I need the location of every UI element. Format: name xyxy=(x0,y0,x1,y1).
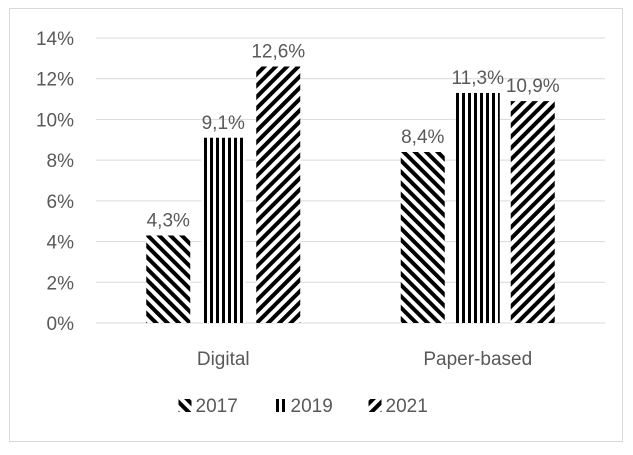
y-tick-label: 6% xyxy=(47,192,75,213)
legend-swatch-2019 xyxy=(273,399,287,412)
data-label: 12,6% xyxy=(251,42,305,63)
y-tick-label: 10% xyxy=(36,110,74,131)
x-axis-category-labels: Digital Paper-based xyxy=(197,349,532,370)
legend-swatch-2021 xyxy=(368,399,382,412)
y-tick-label: 8% xyxy=(47,151,75,172)
legend-label-2019: 2019 xyxy=(291,396,333,417)
bar-2017-digital xyxy=(146,235,191,323)
data-label: 4,3% xyxy=(147,210,190,231)
bar-2021-paper-based xyxy=(510,101,555,323)
y-tick-label: 2% xyxy=(47,273,75,294)
data-label: 11,3% xyxy=(452,68,505,89)
legend-label-2017: 2017 xyxy=(196,396,238,417)
legend: 2017 2019 2021 xyxy=(178,396,428,417)
y-tick-label: 4% xyxy=(47,233,75,254)
data-label: 10,9% xyxy=(506,76,560,97)
y-tick-label: 0% xyxy=(47,314,75,335)
data-label: 9,1% xyxy=(202,113,245,134)
chart-frame xyxy=(9,8,623,442)
y-axis-tick-labels: 0% 2% 4% 6% 8% 10% 12% 14% xyxy=(36,29,74,335)
x-category-label: Paper-based xyxy=(423,349,532,370)
bar-2019-digital xyxy=(201,137,246,323)
data-labels: 4,3% 9,1% 12,6% 8,4% 11,3% 10,9% xyxy=(147,42,560,232)
data-label: 8,4% xyxy=(401,127,444,148)
bar-2019-paper-based xyxy=(455,92,500,323)
x-category-label: Digital xyxy=(197,349,250,370)
legend-label-2021: 2021 xyxy=(386,396,428,417)
y-tick-label: 12% xyxy=(36,70,74,91)
bar-2021-digital xyxy=(256,66,301,323)
legend-swatch-2017 xyxy=(178,399,192,412)
bars xyxy=(146,66,555,323)
y-tick-label: 14% xyxy=(36,29,74,50)
bar-2017-paper-based xyxy=(400,152,445,323)
